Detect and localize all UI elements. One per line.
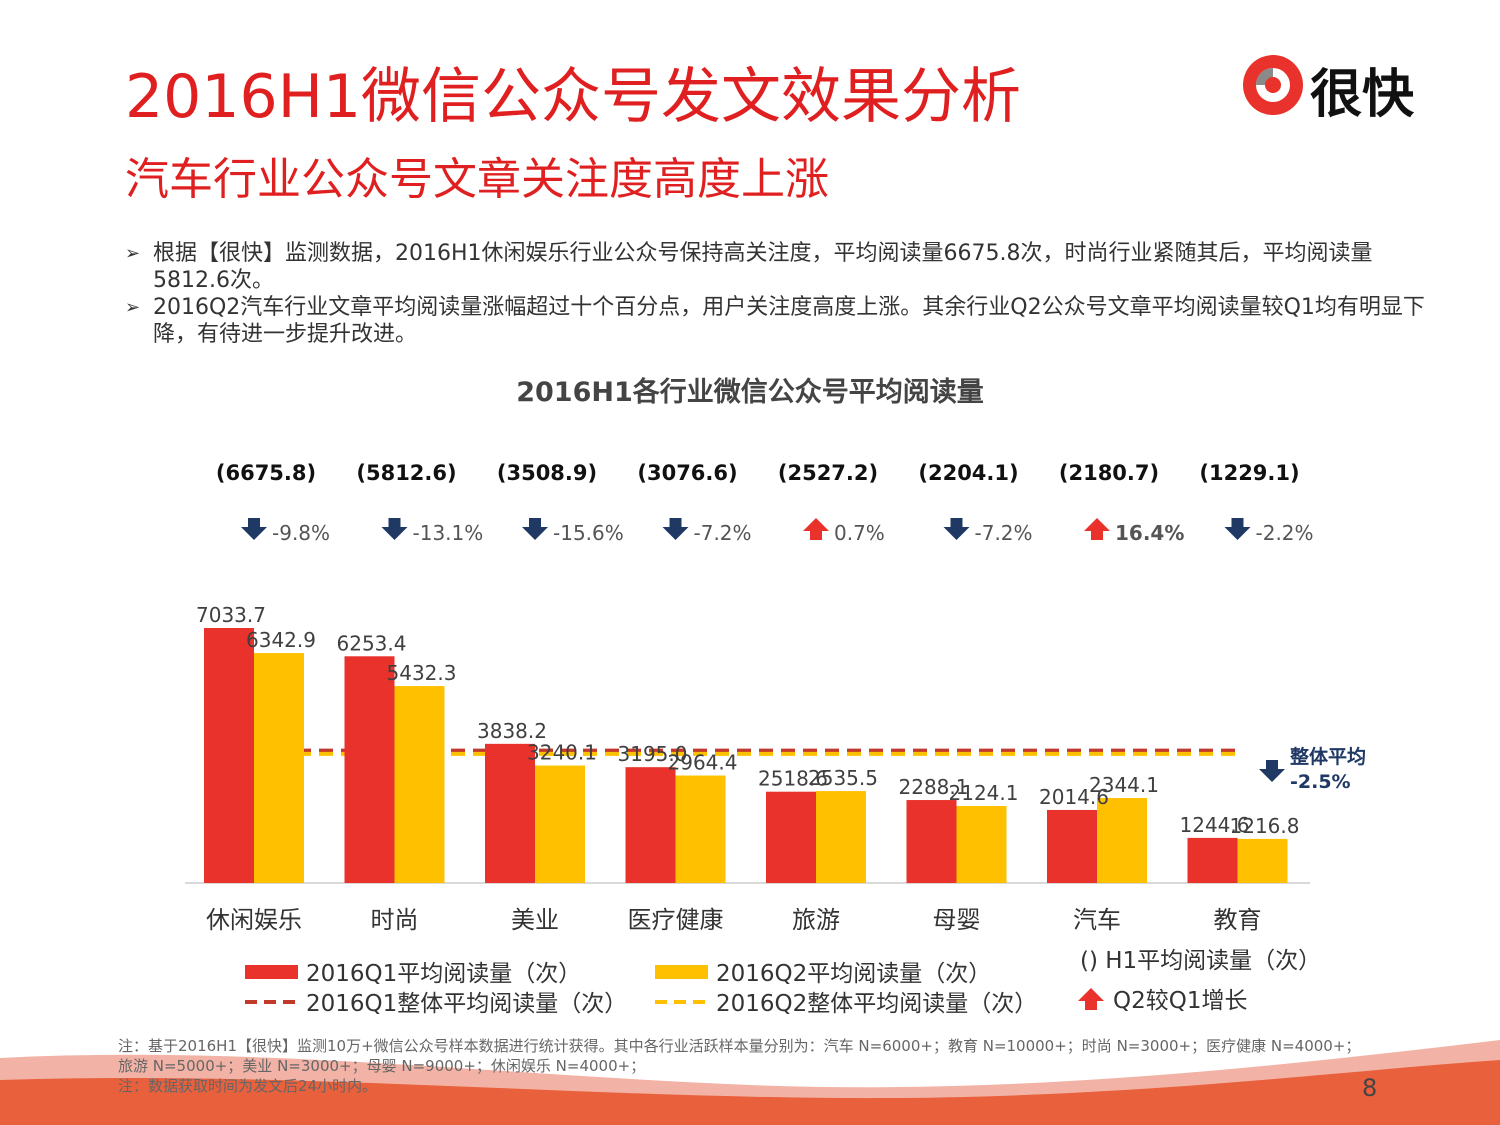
summary-bullets: ➢ 根据【很快】监测数据，2016H1休闲娱乐行业公众号保持高关注度，平均阅读量… — [125, 240, 1425, 348]
legend-q2-swatch — [655, 965, 708, 979]
q2-bar — [956, 805, 1007, 883]
bullet-item: ➢ 根据【很快】监测数据，2016H1休闲娱乐行业公众号保持高关注度，平均阅读量… — [125, 240, 1425, 294]
growth-label: 0.7% — [834, 521, 885, 545]
bullet-item: ➢ 2016Q2汽车行业文章平均阅读量涨幅超过十个百分点，用户关注度高度上涨。其… — [125, 294, 1425, 348]
q2-value-label: 5432.3 — [387, 661, 457, 685]
category-label: 汽车 — [1073, 906, 1121, 934]
legend-h1-label: () H1平均阅读量（次） — [1080, 948, 1321, 974]
category-label: 时尚 — [371, 906, 419, 934]
q2-bar — [816, 791, 866, 883]
q1-bar — [625, 767, 676, 883]
q1-bar — [485, 743, 535, 883]
growth-label: -7.2% — [975, 521, 1033, 545]
category-label: 休闲娱乐 — [206, 906, 302, 934]
down-arrow-icon — [1224, 518, 1251, 540]
q2-bar — [394, 686, 445, 883]
q1-value-label: 2518.6 — [758, 767, 828, 791]
overall-title: 整体平均 — [1290, 745, 1366, 768]
growth-label: 16.4% — [1115, 521, 1184, 545]
q1-bar — [1047, 809, 1097, 883]
q2-bar — [675, 775, 726, 883]
footnotes: 注：基于2016H1【很快】监测10万+微信公众号样本数据进行统计获得。其中各行… — [118, 1036, 1368, 1096]
legend-q2-line-label: 2016Q2整体平均阅读量（次） — [716, 991, 1037, 1017]
q2-bar — [254, 653, 304, 883]
category-label: 旅游 — [792, 906, 840, 934]
down-arrow-icon — [522, 518, 548, 540]
legend-q2-label: 2016Q2平均阅读量（次） — [716, 961, 991, 987]
q2-value-label: 6342.9 — [246, 628, 316, 652]
down-arrow-icon — [1259, 760, 1285, 782]
q2-value-label: 3240.1 — [527, 741, 597, 765]
q2-bar — [535, 765, 585, 883]
q2-bar — [1237, 838, 1288, 883]
category-label: 医疗健康 — [628, 906, 724, 934]
chart-title: 2016H1各行业微信公众号平均阅读量 — [516, 377, 984, 408]
q1-bar — [204, 628, 254, 883]
q1-value-label: 3195.0 — [618, 742, 688, 766]
footnote-line: 注：数据获取时间为发文后24小时内。 — [118, 1077, 378, 1095]
q1-value-label: 3838.2 — [477, 719, 547, 743]
up-arrow-icon — [1084, 518, 1110, 540]
growth-label: -2.2% — [1256, 521, 1314, 545]
arrow-bullet-icon: ➢ — [125, 243, 141, 264]
h1-average-label: (6675.8) — [216, 461, 316, 485]
bullet-text: 根据【很快】监测数据，2016H1休闲娱乐行业公众号保持高关注度，平均阅读量66… — [153, 241, 1373, 293]
q1-bar — [906, 800, 957, 883]
h1-average-label: (2527.2) — [778, 461, 878, 485]
growth-label: -7.2% — [694, 521, 752, 545]
growth-label: -9.8% — [272, 521, 330, 545]
q2-value-label: 2124.1 — [949, 781, 1019, 805]
h1-average-label: (2180.7) — [1059, 461, 1159, 485]
q2-value-label: 2344.1 — [1089, 773, 1159, 797]
h1-average-label: (1229.1) — [1199, 461, 1299, 485]
h1-average-label: (3076.6) — [637, 461, 737, 485]
category-label: 母婴 — [933, 906, 981, 934]
q1-bar — [766, 791, 816, 883]
q1-value-label: 7033.7 — [196, 603, 266, 627]
q1-value-label: 2014.6 — [1039, 785, 1109, 809]
legend-growth-label: Q2较Q1增长 — [1113, 988, 1247, 1014]
logo-text: 很快 — [1310, 65, 1415, 125]
brand-logo: 很快 — [1240, 50, 1430, 125]
q2-value-label: 1216.8 — [1230, 814, 1300, 838]
q2-value-label: 2535.5 — [808, 766, 878, 790]
down-arrow-icon — [662, 518, 689, 540]
h1-average-label: (5812.6) — [356, 461, 456, 485]
down-arrow-icon — [241, 518, 267, 540]
page-subtitle: 汽车行业公众号文章关注度高度上涨 — [125, 154, 829, 205]
h1-average-label: (2204.1) — [918, 461, 1018, 485]
category-label: 美业 — [511, 906, 559, 934]
legend-q1-line-label: 2016Q1整体平均阅读量（次） — [306, 991, 627, 1017]
q1-value-label: 1244.6 — [1180, 813, 1250, 837]
category-label: 教育 — [1214, 906, 1262, 934]
q2-value-label: 2964.4 — [668, 751, 738, 775]
q1-value-label: 6253.4 — [337, 631, 407, 655]
page-title: 2016H1微信公众号发文效果分析 — [125, 62, 1021, 132]
up-arrow-icon — [803, 518, 829, 540]
legend-q1-swatch — [245, 965, 298, 979]
legend-q1-label: 2016Q1平均阅读量（次） — [306, 961, 581, 987]
q1-bar — [1187, 837, 1238, 883]
bullet-text: 2016Q2汽车行业文章平均阅读量涨幅超过十个百分点，用户关注度高度上涨。其余行… — [153, 295, 1425, 347]
arrow-bullet-icon: ➢ — [125, 297, 141, 318]
q1-value-label: 2288.1 — [899, 775, 969, 799]
q2-bar — [1097, 798, 1147, 883]
overall-growth-label: -2.5% — [1290, 771, 1351, 793]
down-arrow-icon — [381, 518, 408, 540]
h1-average-label: (3508.9) — [497, 461, 597, 485]
growth-label: -15.6% — [553, 521, 624, 545]
q1-bar — [344, 656, 395, 883]
logo-mark-icon — [1243, 55, 1303, 115]
down-arrow-icon — [943, 518, 970, 540]
legend-up-arrow-icon — [1078, 988, 1104, 1010]
footnote-line: 注：基于2016H1【很快】监测10万+微信公众号样本数据进行统计获得。其中各行… — [118, 1037, 1361, 1075]
page-number: 8 — [1362, 1074, 1378, 1102]
growth-label: -13.1% — [413, 521, 484, 545]
